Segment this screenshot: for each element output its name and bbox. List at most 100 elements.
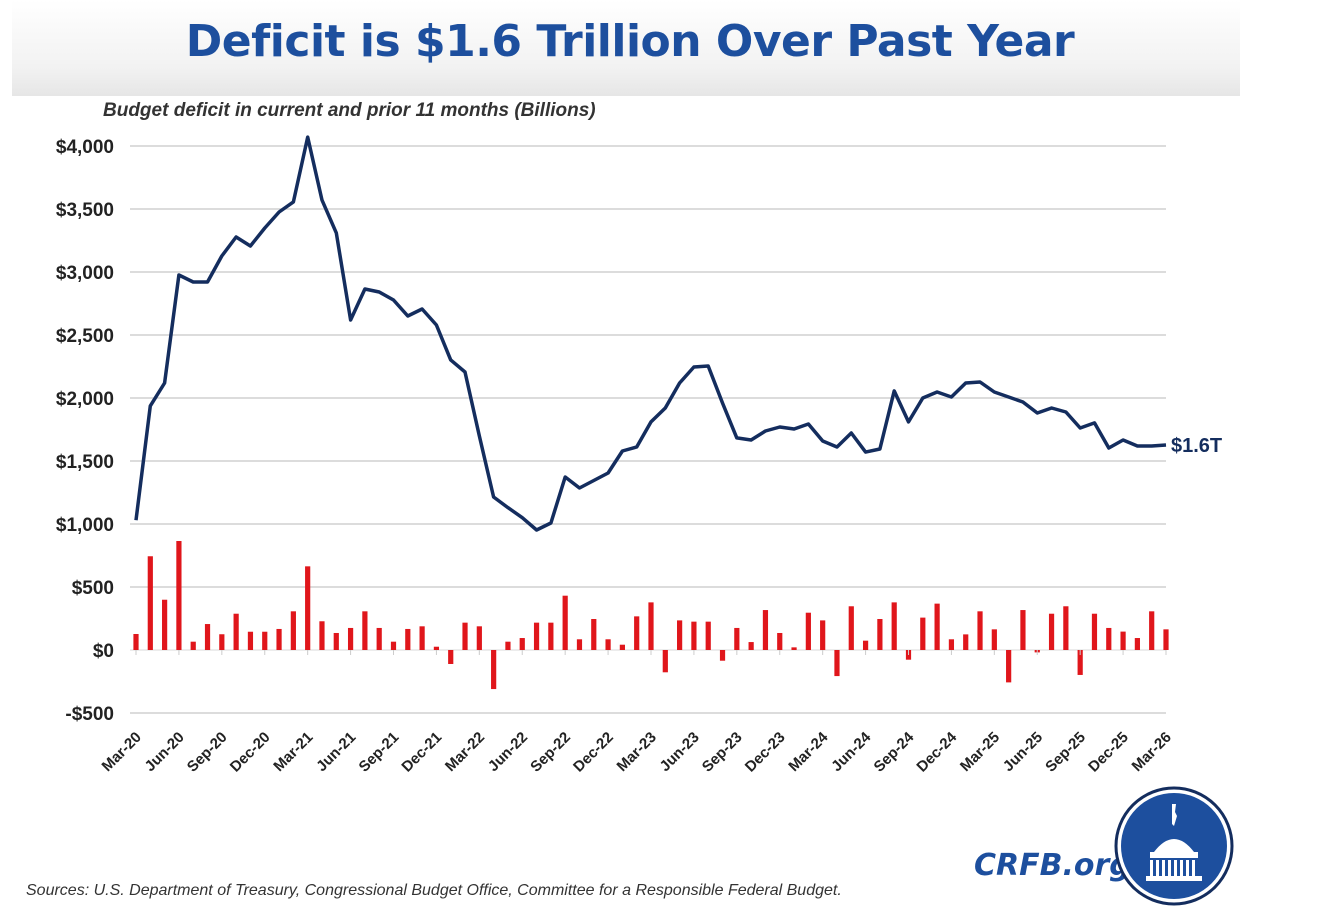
monthly-bar bbox=[505, 641, 511, 650]
x-tick-label: Mar-21 bbox=[270, 729, 316, 775]
monthly-bar bbox=[362, 611, 368, 650]
monthly-bar bbox=[476, 626, 482, 650]
monthly-bar bbox=[891, 602, 897, 650]
monthly-bar bbox=[1120, 631, 1126, 650]
monthly-bars bbox=[133, 541, 1169, 690]
y-tick-labels: $4,000 $3,500 $3,000 $2,500 $2,000 $1,500 $1,0… bbox=[56, 137, 114, 725]
x-tick-label: Sep-24 bbox=[871, 728, 918, 775]
x-tick-label: Mar-20 bbox=[99, 729, 145, 775]
x-tick-label: Mar-25 bbox=[957, 729, 1003, 775]
monthly-bar bbox=[1106, 627, 1112, 650]
monthly-bar bbox=[805, 612, 811, 650]
monthly-bar bbox=[519, 638, 525, 650]
monthly-bar bbox=[877, 619, 883, 650]
monthly-bar bbox=[390, 641, 397, 650]
monthly-bar bbox=[576, 639, 583, 650]
monthly-bar bbox=[648, 602, 654, 650]
deficit-line bbox=[134, 135, 1167, 532]
monthly-bar bbox=[419, 626, 425, 650]
monthly-bar bbox=[262, 631, 268, 650]
brand-link[interactable]: CRFB.org bbox=[974, 848, 1131, 883]
monthly-bar bbox=[1149, 611, 1155, 650]
x-tick-label: Dec-22 bbox=[570, 729, 617, 776]
x-tick-label: Mar-26 bbox=[1129, 729, 1175, 775]
monthly-bar bbox=[548, 622, 554, 650]
y-tick-label: $1,500 bbox=[56, 452, 114, 473]
monthly-bar bbox=[448, 650, 454, 664]
monthly-bar bbox=[433, 646, 440, 650]
monthly-bar bbox=[591, 619, 597, 650]
y-tick-label: $4,000 bbox=[56, 137, 114, 158]
monthly-bar bbox=[691, 621, 697, 650]
y-tick-label: $500 bbox=[72, 578, 114, 599]
x-tick-label: Sep-21 bbox=[356, 729, 403, 776]
monthly-bar bbox=[1006, 650, 1012, 683]
source-note: Sources: U.S. Department of Treasury, Co… bbox=[26, 882, 842, 899]
monthly-bar bbox=[963, 634, 969, 650]
monthly-bar bbox=[1048, 613, 1055, 650]
x-tick-label: Dec-25 bbox=[1085, 729, 1132, 776]
x-tick-label: Jun-20 bbox=[142, 729, 188, 775]
monthly-bar bbox=[991, 629, 997, 650]
x-tick-label: Jun-25 bbox=[1000, 729, 1046, 775]
monthly-bar bbox=[662, 650, 668, 673]
monthly-bar bbox=[734, 627, 740, 650]
monthly-bar bbox=[190, 641, 196, 650]
monthly-bar bbox=[247, 631, 254, 650]
monthly-bar bbox=[290, 611, 296, 650]
x-tick-label: Dec-21 bbox=[398, 729, 445, 776]
end-value-label: $1.6T bbox=[1171, 435, 1222, 457]
monthly-bar bbox=[948, 639, 955, 650]
monthly-bar bbox=[491, 650, 497, 690]
chart-title: Deficit is $1.6 Trillion Over Past Year bbox=[185, 16, 1075, 67]
monthly-bar bbox=[347, 627, 354, 650]
monthly-bar bbox=[605, 639, 611, 650]
y-tick-label: $0 bbox=[93, 641, 114, 662]
monthly-bar bbox=[777, 632, 783, 650]
y-tick-label: $3,000 bbox=[56, 263, 114, 284]
monthly-bar bbox=[405, 628, 411, 650]
monthly-bar bbox=[748, 642, 754, 650]
x-tick-label: Sep-22 bbox=[527, 729, 574, 776]
monthly-bar bbox=[834, 650, 840, 677]
monthly-bar bbox=[562, 595, 568, 650]
y-tick-label: $1,000 bbox=[56, 515, 114, 536]
x-tick-label: Jun-22 bbox=[485, 729, 531, 775]
monthly-bar bbox=[719, 650, 726, 661]
monthly-bar bbox=[147, 556, 153, 650]
x-tick-label: Dec-24 bbox=[913, 728, 960, 775]
monthly-bar bbox=[920, 617, 926, 650]
monthly-bar bbox=[219, 634, 225, 650]
monthly-bar bbox=[333, 632, 339, 650]
x-tick-label: Mar-22 bbox=[442, 729, 488, 775]
monthly-bar bbox=[820, 620, 826, 650]
x-tick-label: Jun-21 bbox=[313, 729, 359, 775]
monthly-bar bbox=[619, 644, 625, 650]
y-tick-label: -$500 bbox=[65, 704, 114, 725]
monthly-bar bbox=[319, 621, 325, 650]
x-tick-label: Sep-25 bbox=[1042, 729, 1089, 776]
x-tick-label: Dec-23 bbox=[742, 729, 789, 776]
capitol-logo-icon bbox=[1114, 786, 1234, 906]
monthly-bar bbox=[677, 620, 683, 650]
monthly-bar bbox=[162, 599, 168, 650]
monthly-bar bbox=[462, 622, 468, 650]
monthly-bar bbox=[276, 628, 282, 650]
y-axis-label: Budget deficit in current and prior 11 m… bbox=[103, 100, 596, 121]
monthly-bar bbox=[1077, 650, 1083, 675]
monthly-bar bbox=[1063, 606, 1069, 650]
monthly-bar bbox=[762, 610, 769, 650]
x-tick-label: Sep-23 bbox=[699, 729, 746, 776]
monthly-bar bbox=[977, 611, 983, 650]
monthly-bar bbox=[305, 566, 311, 650]
monthly-bar bbox=[176, 541, 182, 650]
monthly-bar bbox=[791, 647, 797, 650]
monthly-bar bbox=[705, 621, 711, 650]
monthly-bar bbox=[848, 606, 854, 650]
x-tick-label: Mar-23 bbox=[614, 729, 660, 775]
monthly-bar bbox=[934, 603, 940, 650]
monthly-bar bbox=[862, 640, 869, 650]
title-band bbox=[12, 0, 1240, 96]
monthly-bar bbox=[133, 633, 139, 650]
